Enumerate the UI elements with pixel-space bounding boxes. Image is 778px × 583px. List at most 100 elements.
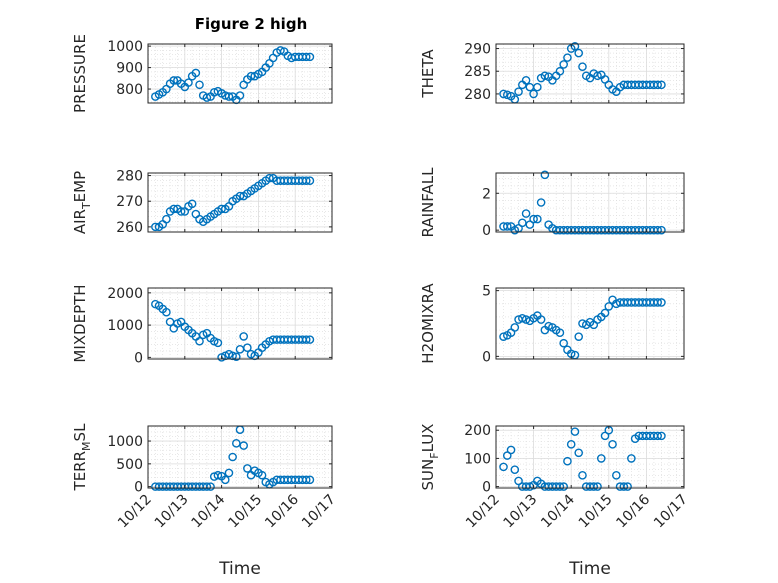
data-point xyxy=(563,456,572,466)
data-point xyxy=(653,431,662,441)
y-axis-label: MIXDEPTH xyxy=(71,284,89,362)
subplot-rainfall: 0 2 RAINFALL xyxy=(419,167,685,239)
axes-frame xyxy=(495,172,685,233)
data-point xyxy=(619,482,629,491)
data-point xyxy=(499,332,508,341)
data-point xyxy=(593,71,602,81)
data-point xyxy=(169,204,179,214)
data-point xyxy=(213,338,223,348)
data-point xyxy=(224,92,234,101)
data-point xyxy=(276,46,285,55)
subplot-pressure: 800 900 1000 PRESSURE xyxy=(71,34,333,113)
y-tick-label: 1000 xyxy=(107,39,143,55)
y-axis-label: AIRTEMP xyxy=(71,171,93,234)
y-axis-label: THETA xyxy=(419,49,437,99)
data-point xyxy=(499,462,508,472)
y-tick-label: 0 xyxy=(134,480,143,496)
data-point xyxy=(506,445,516,455)
data-point xyxy=(243,464,252,473)
data-point xyxy=(499,89,508,99)
y-tick-label: 1000 xyxy=(107,318,143,334)
data-point xyxy=(559,338,568,348)
data-point xyxy=(653,298,662,307)
y-tick-label: 100 xyxy=(464,451,491,467)
axes-frame xyxy=(147,43,333,104)
data-point xyxy=(627,454,636,463)
data-point xyxy=(623,482,632,491)
data-point xyxy=(596,454,606,463)
y-tick-label: 0 xyxy=(482,480,491,496)
y-tick-label: 0 xyxy=(482,223,491,239)
axes-frame xyxy=(147,287,333,360)
data-point xyxy=(536,198,546,207)
data-point xyxy=(589,482,599,491)
data-point xyxy=(574,48,584,58)
data-point xyxy=(518,218,527,228)
y-axis-label-subscript: F xyxy=(428,452,441,458)
y-axis-label-main: MIXDEPTH xyxy=(71,284,89,362)
y-axis-label-main: SUN xyxy=(419,459,437,491)
axes-frame xyxy=(495,287,685,360)
data-point xyxy=(555,482,565,491)
y-tick-label: 2000 xyxy=(107,286,143,302)
data-point xyxy=(533,214,542,224)
data-point xyxy=(213,470,223,480)
y-tick-label: 2 xyxy=(482,186,491,202)
y-tick-label: 290 xyxy=(464,42,491,58)
data-point xyxy=(657,80,666,90)
y-axis-label: H2OMIXRA xyxy=(419,283,437,364)
data-point xyxy=(217,204,226,214)
axes-frame xyxy=(147,425,333,489)
data-point xyxy=(570,427,580,436)
data-point xyxy=(657,431,666,441)
y-tick-label: 1000 xyxy=(107,434,143,450)
y-tick-label: 270 xyxy=(116,194,143,210)
data-point xyxy=(202,482,212,491)
subplot-h2omixra: 0 5 H2OMIXRA xyxy=(419,283,685,365)
y-tick-label: 900 xyxy=(116,61,143,77)
data-point xyxy=(555,66,565,76)
data-point xyxy=(305,335,315,344)
data-point xyxy=(195,80,204,90)
y-axis-label-main: RAINFALL xyxy=(419,167,437,238)
y-tick-label: 285 xyxy=(464,64,491,80)
data-point xyxy=(184,78,193,87)
axes-frame xyxy=(495,43,685,104)
data-point xyxy=(169,76,179,85)
y-tick-label: 800 xyxy=(116,82,143,98)
data-point xyxy=(510,323,520,332)
data-point xyxy=(235,191,245,201)
data-point xyxy=(563,53,572,62)
data-point xyxy=(574,332,584,341)
data-point xyxy=(612,471,621,480)
data-point xyxy=(228,452,237,462)
data-point xyxy=(162,214,171,224)
subplot-mixdepth: 0 1000 2000 MIXDEPTH xyxy=(71,284,333,366)
data-point xyxy=(195,336,204,346)
data-point xyxy=(305,475,315,485)
subplot-theta: 280 285 290 THETA xyxy=(419,42,685,104)
data-point xyxy=(536,315,546,324)
data-point xyxy=(533,82,542,92)
y-axis-label-rest: LUX xyxy=(419,424,437,453)
data-point xyxy=(176,207,186,216)
y-axis-label: SUNFLUX xyxy=(419,424,441,491)
data-point xyxy=(162,307,171,317)
data-point xyxy=(191,68,201,78)
data-point xyxy=(514,87,523,96)
axes-frame xyxy=(495,425,685,489)
y-axis-label-main: AIR xyxy=(71,209,89,234)
data-point xyxy=(220,475,230,485)
data-point xyxy=(301,475,311,485)
data-point xyxy=(657,298,666,307)
data-point xyxy=(566,440,576,449)
y-tick-label: 280 xyxy=(464,87,491,103)
data-point xyxy=(653,225,662,235)
y-tick-label: 280 xyxy=(116,169,143,185)
x-axis-label: Time xyxy=(218,559,261,579)
data-point xyxy=(232,352,241,362)
y-tick-label: 500 xyxy=(116,457,143,473)
y-axis-label-subscript: M xyxy=(80,441,93,451)
